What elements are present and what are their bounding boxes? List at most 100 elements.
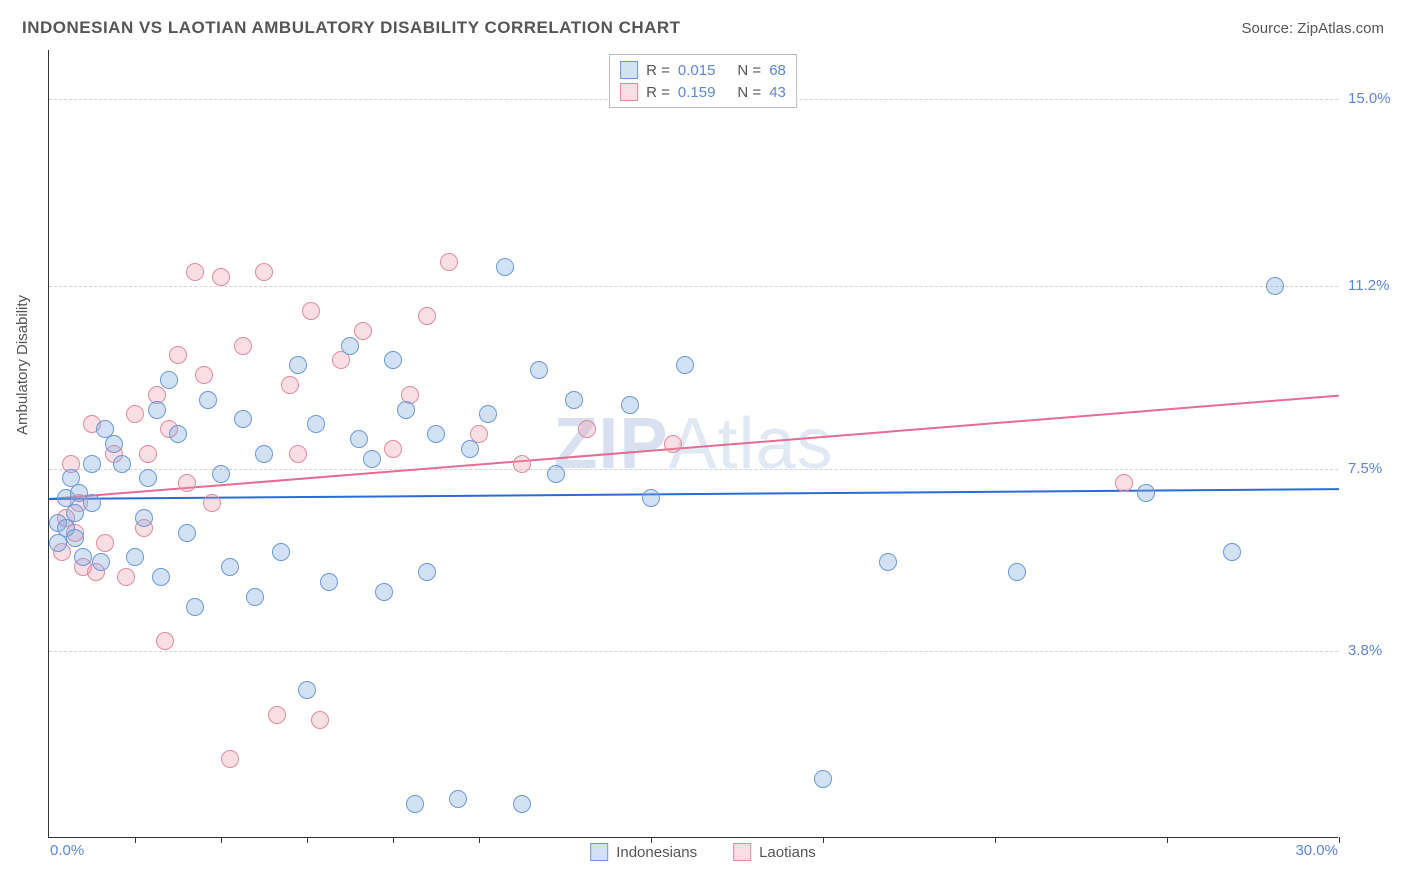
point-laotian <box>212 268 230 286</box>
point-indonesian <box>83 494 101 512</box>
point-indonesian <box>212 465 230 483</box>
point-laotian <box>281 376 299 394</box>
point-laotian <box>1115 474 1133 492</box>
point-laotian <box>178 474 196 492</box>
point-indonesian <box>479 405 497 423</box>
legend-series-label: Laotians <box>759 844 816 861</box>
point-indonesian <box>642 489 660 507</box>
point-indonesian <box>234 410 252 428</box>
point-indonesian <box>139 469 157 487</box>
legend-stats-row: R = 0.159 N = 43 <box>620 81 786 103</box>
point-indonesian <box>375 583 393 601</box>
plot-area: ZIPAtlas <box>48 50 1338 838</box>
legend-series: IndonesiansLaotians <box>590 843 816 861</box>
point-indonesian <box>126 548 144 566</box>
point-indonesian <box>178 524 196 542</box>
point-indonesian <box>246 588 264 606</box>
point-laotian <box>440 253 458 271</box>
point-indonesian <box>397 401 415 419</box>
y-axis-label: Ambulatory Disability <box>14 295 31 435</box>
point-indonesian <box>1223 543 1241 561</box>
point-laotian <box>289 445 307 463</box>
point-laotian <box>186 263 204 281</box>
point-indonesian <box>350 430 368 448</box>
point-indonesian <box>879 553 897 571</box>
n-label: N = <box>737 62 761 79</box>
point-laotian <box>268 706 286 724</box>
x-axis-max-label: 30.0% <box>1295 842 1338 859</box>
legend-series-item: Laotians <box>733 843 816 861</box>
legend-swatch <box>733 843 751 861</box>
point-laotian <box>234 337 252 355</box>
point-laotian <box>311 711 329 729</box>
point-laotian <box>664 435 682 453</box>
point-laotian <box>126 405 144 423</box>
point-laotian <box>221 750 239 768</box>
point-indonesian <box>169 425 187 443</box>
r-value: 0.015 <box>678 62 716 79</box>
x-tick <box>307 837 308 843</box>
point-laotian <box>156 632 174 650</box>
point-indonesian <box>255 445 273 463</box>
point-indonesian <box>307 415 325 433</box>
point-laotian <box>354 322 372 340</box>
legend-swatch <box>620 61 638 79</box>
legend-stats-row: R = 0.015 N = 68 <box>620 59 786 81</box>
x-tick <box>995 837 996 843</box>
point-indonesian <box>113 455 131 473</box>
point-indonesian <box>676 356 694 374</box>
point-indonesian <box>66 529 84 547</box>
point-indonesian <box>135 509 153 527</box>
x-tick <box>135 837 136 843</box>
point-laotian <box>578 420 596 438</box>
point-indonesian <box>449 790 467 808</box>
point-indonesian <box>92 553 110 571</box>
x-tick <box>221 837 222 843</box>
point-indonesian <box>341 337 359 355</box>
x-tick <box>1167 837 1168 843</box>
point-laotian <box>255 263 273 281</box>
r-label: R = <box>646 62 670 79</box>
gridline <box>49 286 1338 287</box>
n-label: N = <box>737 84 761 101</box>
point-laotian <box>418 307 436 325</box>
point-indonesian <box>461 440 479 458</box>
n-value: 68 <box>769 62 786 79</box>
point-indonesian <box>363 450 381 468</box>
point-indonesian <box>66 504 84 522</box>
gridline <box>49 469 1338 470</box>
y-tick-label: 7.5% <box>1348 460 1382 477</box>
y-tick-label: 11.2% <box>1348 277 1389 294</box>
point-laotian <box>513 455 531 473</box>
x-tick <box>823 837 824 843</box>
point-indonesian <box>418 563 436 581</box>
point-indonesian <box>152 568 170 586</box>
point-indonesian <box>199 391 217 409</box>
point-indonesian <box>496 258 514 276</box>
gridline <box>49 651 1338 652</box>
point-indonesian <box>547 465 565 483</box>
point-indonesian <box>1137 484 1155 502</box>
point-indonesian <box>148 401 166 419</box>
r-label: R = <box>646 84 670 101</box>
point-indonesian <box>621 396 639 414</box>
r-value: 0.159 <box>678 84 716 101</box>
y-tick-label: 15.0% <box>1348 90 1391 107</box>
point-indonesian <box>406 795 424 813</box>
point-laotian <box>203 494 221 512</box>
point-indonesian <box>513 795 531 813</box>
point-indonesian <box>384 351 402 369</box>
n-value: 43 <box>769 84 786 101</box>
legend-swatch <box>590 843 608 861</box>
x-axis-min-label: 0.0% <box>50 842 84 859</box>
point-indonesian <box>530 361 548 379</box>
point-indonesian <box>186 598 204 616</box>
point-indonesian <box>74 548 92 566</box>
x-tick <box>393 837 394 843</box>
point-indonesian <box>565 391 583 409</box>
point-laotian <box>384 440 402 458</box>
point-indonesian <box>1266 277 1284 295</box>
legend-stats: R = 0.015 N = 68 R = 0.159 N = 43 <box>609 54 797 108</box>
point-indonesian <box>320 573 338 591</box>
point-laotian <box>169 346 187 364</box>
